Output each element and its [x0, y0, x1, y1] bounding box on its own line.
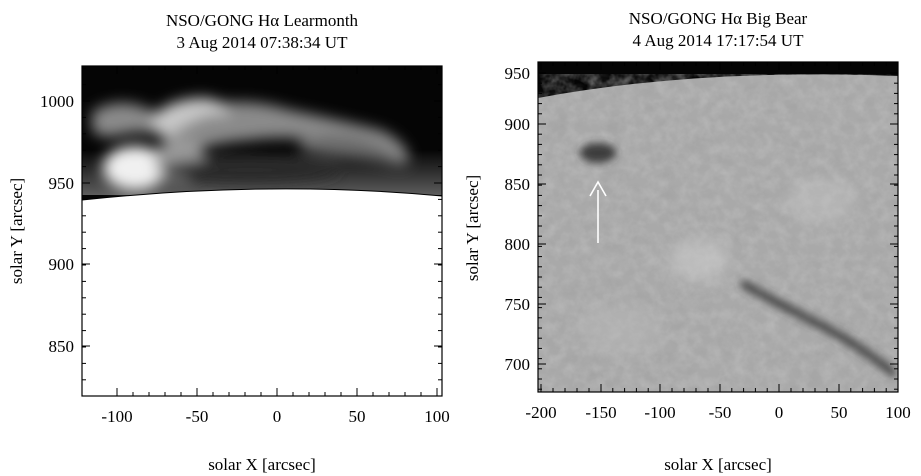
- left-ylabel: solar Y [arcsec]: [7, 178, 26, 284]
- left-title-line2: 3 Aug 2014 07:38:34 UT: [177, 33, 349, 52]
- x-tick-label: -150: [585, 403, 616, 422]
- y-tick-label: 900: [505, 115, 531, 134]
- x-tick-label: 100: [885, 403, 911, 422]
- x-tick-label: 50: [831, 403, 848, 422]
- arrow: [589, 180, 607, 243]
- dark-feature: [580, 143, 616, 163]
- right-xlabel: solar X [arcsec]: [664, 455, 772, 474]
- right-panel: NSO/GONG Hα Big Bear 4 Aug 2014 17:17:54…: [463, 9, 911, 474]
- x-tick-label: 50: [349, 407, 366, 426]
- y-tick-label: 950: [505, 64, 531, 83]
- left-title-line1: NSO/GONG Hα Learmonth: [166, 11, 359, 30]
- left-xlabel: solar X [arcsec]: [208, 455, 316, 474]
- left-image: [82, 66, 442, 396]
- left-panel: NSO/GONG Hα Learmonth 3 Aug 2014 07:38:3…: [7, 11, 450, 474]
- y-tick-label: 950: [49, 174, 75, 193]
- right-ylabel: solar Y [arcsec]: [463, 175, 482, 281]
- y-tick-label: 1000: [40, 92, 74, 111]
- dark-filament: [740, 280, 897, 377]
- left-solar-disk: [82, 188, 442, 396]
- right-title-line1: NSO/GONG Hα Big Bear: [629, 9, 808, 28]
- y-tick-label: 850: [505, 175, 531, 194]
- x-tick-label: -50: [186, 407, 209, 426]
- y-tick-label: 850: [49, 337, 75, 356]
- y-tick-label: 800: [505, 235, 531, 254]
- right-title-line2: 4 Aug 2014 17:17:54 UT: [633, 31, 805, 50]
- left-frame: [81, 65, 443, 397]
- right-image: [538, 62, 898, 392]
- left-prominence: [92, 98, 410, 190]
- right-frame: [537, 61, 899, 393]
- y-tick-label: 900: [49, 255, 75, 274]
- y-tick-label: 700: [505, 355, 531, 374]
- x-tick-label: 100: [424, 407, 450, 426]
- x-tick-label: 0: [273, 407, 282, 426]
- x-tick-label: -50: [709, 403, 732, 422]
- x-tick-label: -100: [101, 407, 132, 426]
- x-tick-label: -200: [525, 403, 556, 422]
- x-tick-label: -100: [644, 403, 675, 422]
- x-tick-label: 0: [775, 403, 784, 422]
- y-tick-label: 750: [505, 295, 531, 314]
